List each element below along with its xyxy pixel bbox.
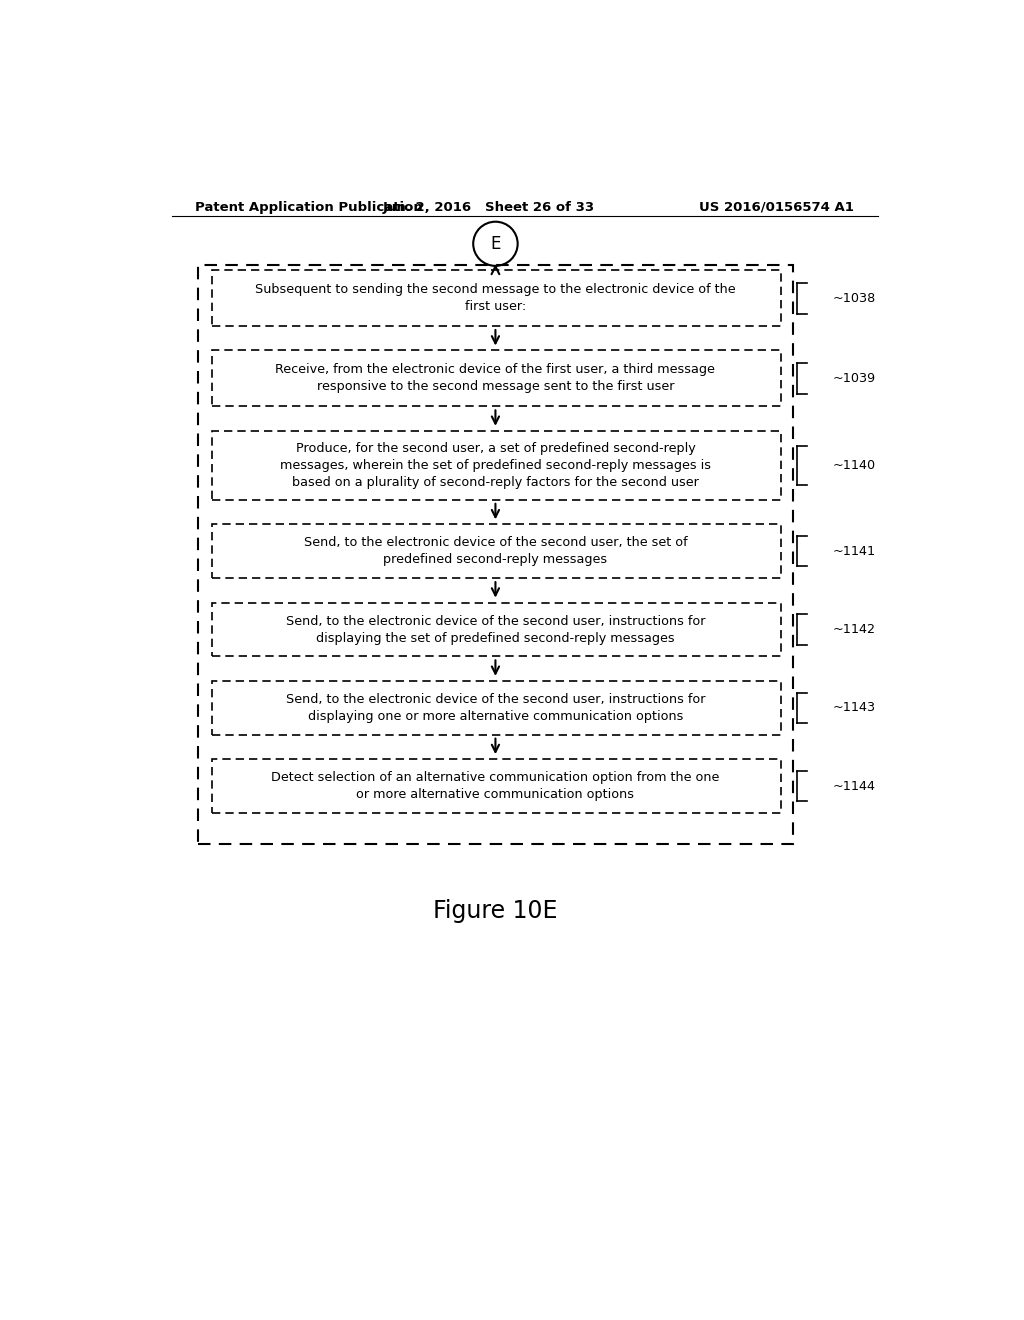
Text: ~1038: ~1038 — [833, 292, 876, 305]
Text: US 2016/0156574 A1: US 2016/0156574 A1 — [699, 201, 854, 214]
Text: ~1142: ~1142 — [833, 623, 876, 636]
Text: Send, to the electronic device of the second user, instructions for
displaying o: Send, to the electronic device of the se… — [286, 693, 706, 723]
Text: Figure 10E: Figure 10E — [433, 899, 558, 923]
Text: ~1141: ~1141 — [833, 545, 876, 558]
Bar — [212, 430, 781, 500]
Text: Subsequent to sending the second message to the electronic device of the
first u: Subsequent to sending the second message… — [255, 284, 736, 313]
Text: E: E — [490, 235, 501, 252]
Bar — [212, 602, 781, 656]
Bar — [212, 524, 781, 578]
Bar — [212, 351, 781, 407]
Bar — [198, 265, 793, 845]
Text: Send, to the electronic device of the second user, the set of
predefined second-: Send, to the electronic device of the se… — [304, 536, 687, 566]
Text: Produce, for the second user, a set of predefined second-reply
messages, wherein: Produce, for the second user, a set of p… — [280, 442, 711, 488]
Bar — [212, 681, 781, 735]
Text: Patent Application Publication: Patent Application Publication — [196, 201, 423, 214]
Text: Send, to the electronic device of the second user, instructions for
displaying t: Send, to the electronic device of the se… — [286, 615, 706, 644]
Text: ~1143: ~1143 — [833, 701, 876, 714]
Bar — [212, 759, 781, 813]
Text: ~1140: ~1140 — [833, 459, 876, 471]
Text: ~1144: ~1144 — [833, 780, 876, 792]
Text: ~1039: ~1039 — [833, 372, 876, 385]
Text: Receive, from the electronic device of the first user, a third message
responsiv: Receive, from the electronic device of t… — [275, 363, 716, 393]
Text: Detect selection of an alternative communication option from the one
or more alt: Detect selection of an alternative commu… — [271, 771, 720, 801]
Bar — [212, 271, 781, 326]
Text: Jun. 2, 2016   Sheet 26 of 33: Jun. 2, 2016 Sheet 26 of 33 — [383, 201, 595, 214]
